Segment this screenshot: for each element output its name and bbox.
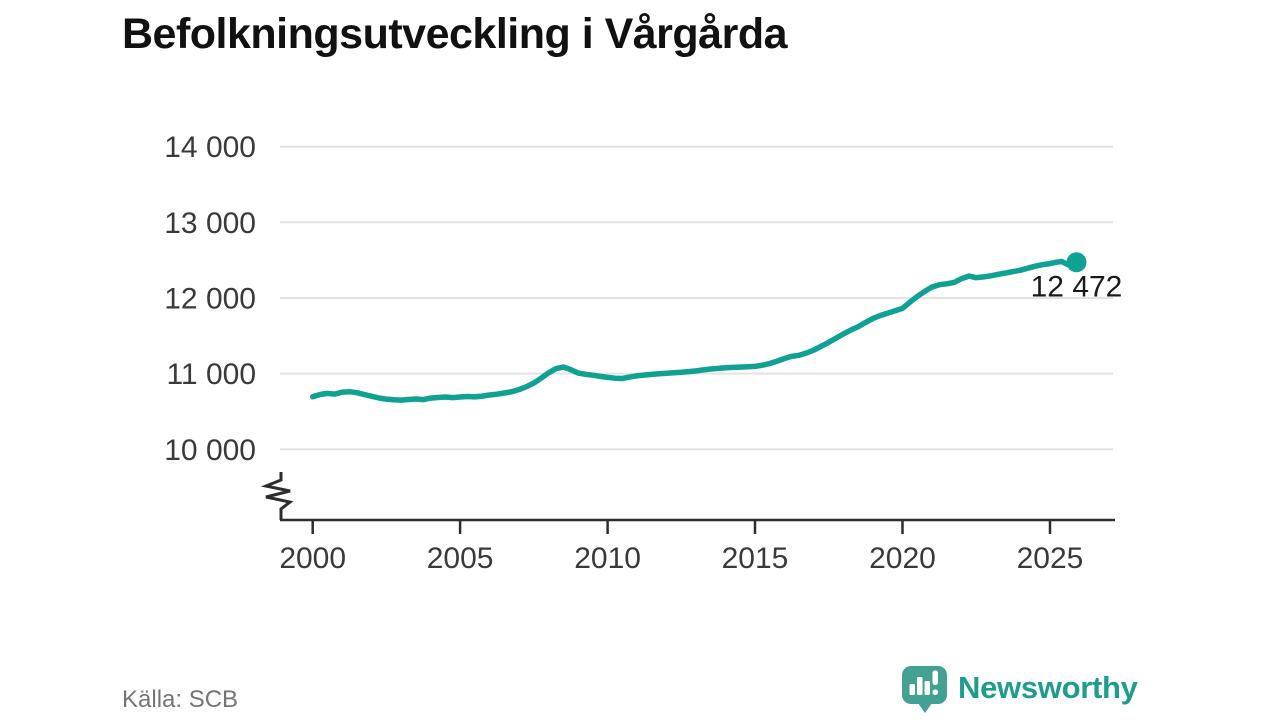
newsworthy-icon bbox=[902, 666, 947, 713]
x-tick-label: 2000 bbox=[279, 542, 346, 575]
newsworthy-logo: Newsworthy bbox=[902, 666, 1139, 713]
x-tick-label: 2010 bbox=[574, 542, 641, 575]
source-note: Källa: SCB bbox=[122, 686, 239, 713]
logo-bubble-tail bbox=[916, 701, 934, 713]
x-tick-label: 2005 bbox=[427, 542, 494, 575]
x-tick-label: 2025 bbox=[1017, 542, 1084, 575]
newsworthy-wordmark: Newsworthy bbox=[958, 670, 1139, 705]
logo-bar-tall bbox=[917, 677, 923, 695]
y-tick-label: 10 000 bbox=[164, 434, 256, 467]
logo-bar-medium bbox=[924, 681, 930, 695]
logo-exclamation-dot bbox=[932, 689, 938, 695]
y-tick-label: 12 000 bbox=[164, 283, 256, 316]
logo-bar-small bbox=[909, 684, 915, 695]
end-value-label: 12 472 bbox=[1031, 270, 1123, 303]
population-line-chart: 14 000 13 000 12 000 11 000 10 000 2000 2005 20… bbox=[164, 131, 1123, 575]
y-tick-label: 13 000 bbox=[164, 207, 256, 240]
chart-title: Befolkningsutveckling i Vårgårda bbox=[122, 10, 788, 58]
y-axis-break-icon bbox=[260, 472, 294, 520]
population-line bbox=[309, 258, 1080, 403]
y-tick-label: 11 000 bbox=[166, 358, 256, 391]
x-tick-label: 2015 bbox=[722, 542, 789, 575]
end-point-marker bbox=[1066, 252, 1087, 273]
logo-exclamation-bar bbox=[932, 670, 938, 685]
y-tick-label: 14 000 bbox=[164, 131, 256, 164]
x-tick-label: 2020 bbox=[869, 542, 936, 575]
